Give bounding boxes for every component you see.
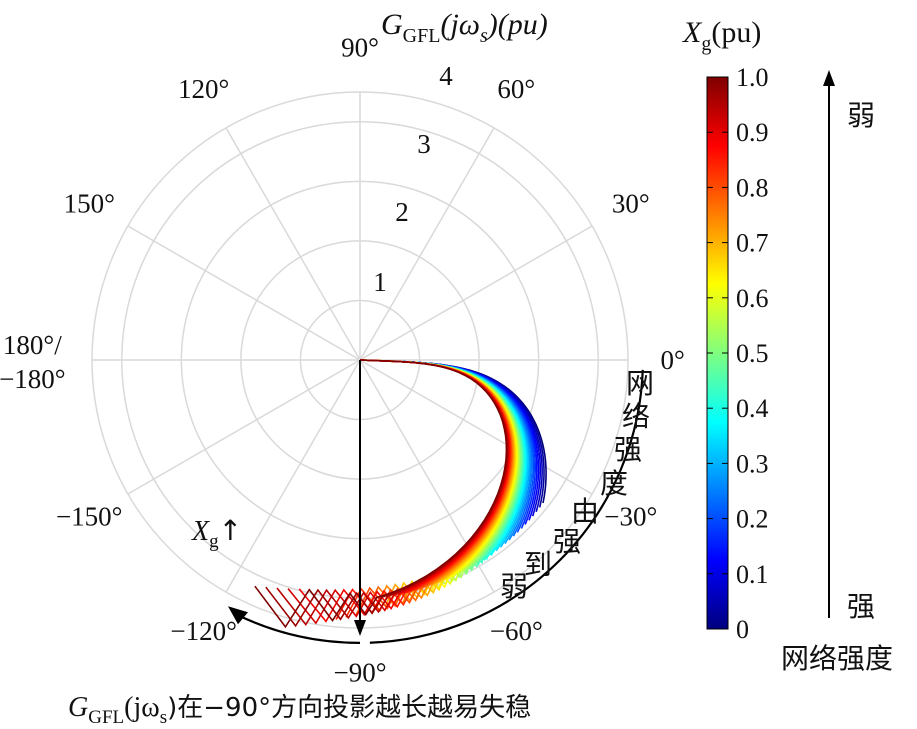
xg-arc-arrowhead (227, 606, 248, 625)
colorbar-tick-0.1: 0.1 (736, 560, 769, 589)
angle-label-120: 120° (178, 74, 229, 104)
strength-arc (369, 369, 644, 644)
colorbar-title: Xg(pu) (682, 16, 761, 55)
xg-arc (235, 613, 361, 644)
angle-label-m60: −60° (490, 616, 543, 646)
arc-text-char-3: 度 (600, 467, 628, 500)
colorbar-tick-0: 0 (736, 615, 749, 644)
colorbar-tick-0.2: 0.2 (736, 505, 769, 534)
angle-label-m30: −30° (604, 501, 657, 531)
curve-xg-32 (287, 359, 510, 625)
arc-text-char-5: 强 (553, 525, 581, 558)
axis-title: GGFL(jωs)(pu) (381, 8, 548, 47)
colorbar-tick-0.3: 0.3 (736, 449, 769, 478)
angle-label-90: 90° (341, 32, 379, 62)
angle-label-30: 30° (612, 189, 650, 219)
angle-label-m90: −90° (333, 658, 386, 688)
arc-text-char-6: 到 (524, 548, 552, 581)
network-strength-label: 网络强度 (781, 642, 893, 675)
colorbar-tick-0.9: 0.9 (736, 118, 769, 147)
colorbar: Xg(pu) 0 0.1 0.2 0.3 0.4 0.5 0.6 0.7 0.8 0.9 1.0 (682, 16, 769, 644)
arc-text-char-0: 网 (626, 367, 654, 400)
arc-text-char-4: 由 (571, 495, 599, 528)
colorbar-tick-0.5: 0.5 (736, 339, 769, 368)
weak-label: 弱 (847, 99, 875, 132)
angle-label-180: 180°/−180° (0, 330, 66, 394)
curve-xg-33 (276, 359, 509, 627)
angle-label-60: 60° (497, 74, 535, 104)
colorbar-tick-0.6: 0.6 (736, 284, 769, 313)
projection-arrowhead (354, 620, 366, 636)
colorbar-tick-0.8: 0.8 (736, 173, 769, 202)
colorbar-tick-1.0: 1.0 (736, 63, 769, 92)
colorbar-tick-0.4: 0.4 (736, 394, 769, 423)
strength-arrow: 弱 强 网络强度 (781, 70, 893, 675)
angle-labels: 90° 60° 30° 0° −30° −60° −90° −120° −150° 120° 150… (0, 32, 685, 687)
angle-label-150: 150° (64, 189, 115, 219)
curve-family (254, 359, 547, 629)
angle-label-m120: −120° (170, 616, 237, 646)
arc-text-char-2: 强 (614, 433, 642, 466)
xg-increase-label: Xg↑ (191, 514, 242, 552)
radial-label-2: 2 (395, 197, 409, 227)
angle-label-m150: −150° (56, 501, 123, 531)
colorbar-tick-0.7: 0.7 (736, 229, 769, 258)
bottom-caption: GGFL(jωs)在−90°方向投影越长越易失稳 (68, 692, 531, 728)
radial-labels: 1 2 3 4 (373, 61, 453, 297)
radial-label-3: 3 (417, 129, 431, 159)
arc-text-char-7: 弱 (500, 570, 528, 603)
radial-label-4: 4 (439, 61, 453, 91)
colorbar-ticks: 0 0.1 0.2 0.3 0.4 0.5 0.6 0.7 0.8 0.9 1.0 (707, 63, 769, 644)
radial-label-1: 1 (373, 267, 387, 297)
curve-xg-35 (254, 359, 508, 629)
angle-label-0: 0° (661, 345, 685, 375)
strong-label: 强 (847, 590, 875, 623)
arc-text-char-1: 络 (622, 400, 650, 433)
